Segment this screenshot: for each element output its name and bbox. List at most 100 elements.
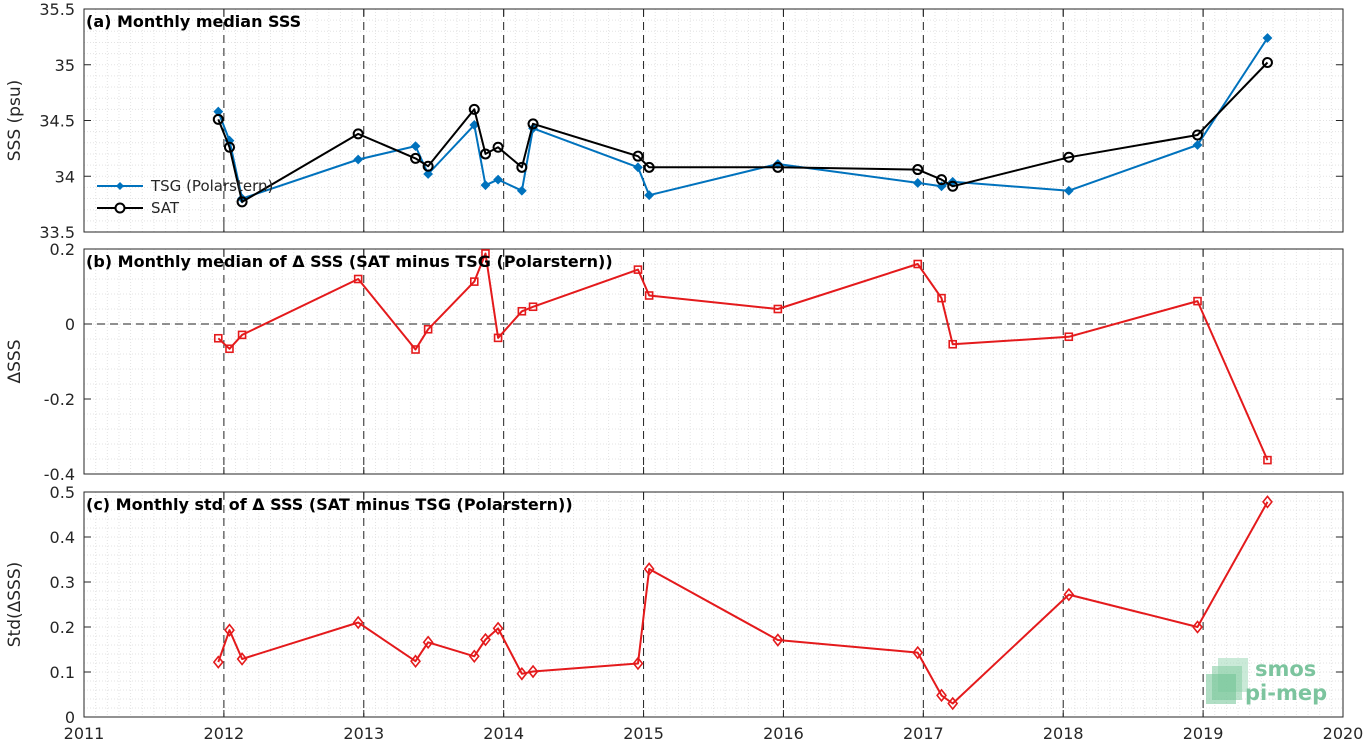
std-delta-sss-point <box>643 562 655 576</box>
sat-point <box>212 113 224 125</box>
delta-sss-point <box>517 306 527 316</box>
series-line <box>217 501 1269 705</box>
panel-monthly-median-delta-sss: -0.4 -0.2 0 0.2 ΔSSS (b) Monthly median of Δ … <box>5 240 1344 484</box>
x-tick-label: 2014 <box>483 724 524 743</box>
std-delta-sss-point <box>422 635 434 650</box>
tsg-polarstern-point <box>1262 33 1273 43</box>
sat-point <box>236 196 248 208</box>
sat-point <box>912 164 924 176</box>
y-tick-label: 0 <box>65 315 75 334</box>
plot-area <box>84 249 1343 474</box>
delta-sss-point <box>237 330 247 340</box>
x-tick-label: 2019 <box>1183 724 1224 743</box>
std-delta-sss-point <box>212 655 224 669</box>
logo-text-pi-mep: pi-mep <box>1245 681 1327 705</box>
delta-sss-point <box>528 302 538 312</box>
sat-point <box>1063 151 1075 163</box>
sat-point <box>223 141 235 153</box>
sat-point <box>422 160 434 172</box>
panel-title: (b) Monthly median of Δ SSS (SAT minus T… <box>86 252 613 271</box>
tsg-polarstern-point <box>1063 185 1074 196</box>
y-tick-label: 0 <box>65 708 75 727</box>
x-tick-label: 2013 <box>343 724 384 743</box>
logo-text-smos: smos <box>1255 657 1316 681</box>
delta-sss-point <box>773 304 783 314</box>
std-delta-sss-point <box>516 667 528 681</box>
y-tick-label: 0.4 <box>50 528 75 547</box>
delta-sss-point <box>481 249 490 258</box>
std-delta-sss-point <box>947 696 959 711</box>
delta-sss-point <box>213 333 223 343</box>
y-axis-title: SSS (psu) <box>5 80 25 161</box>
y-tick-label: -0.4 <box>44 465 75 484</box>
delta-sss-point <box>469 277 479 286</box>
y-tick-label: 33.5 <box>39 223 75 242</box>
delta-sss-point <box>1193 296 1202 306</box>
delta-sss-point <box>423 324 433 334</box>
y-tick-label: 34 <box>55 167 75 186</box>
tsg-polarstern-point <box>493 174 503 185</box>
sat-point <box>468 103 480 115</box>
sat-point <box>410 152 422 164</box>
std-delta-sss-point <box>1192 620 1203 634</box>
y-tick-label: 0.1 <box>50 663 75 682</box>
std-delta-sss-point <box>1262 495 1273 509</box>
y-tick-label: 0.3 <box>50 573 75 592</box>
sat-point <box>632 150 644 162</box>
delta-sss-point <box>411 345 420 354</box>
sat-point <box>936 174 948 186</box>
tsg-polarstern-point <box>912 178 923 188</box>
panel-monthly-median-sss: 33.5 34 34.5 35 35.5 SSS (psu) (a) Monthly med… <box>5 0 1344 242</box>
sat-point <box>947 180 959 192</box>
tsg-polarstern-point <box>353 154 364 165</box>
y-tick-label: 0.5 <box>50 483 75 502</box>
x-tick-label: 2012 <box>204 724 245 743</box>
panel-title: (a) Monthly median SSS <box>86 12 301 31</box>
sat-point <box>352 128 364 140</box>
panel-monthly-std-delta-sss: 0 0.1 0.2 0.3 0.4 0.5 2011 2012 2013 2014 2015 2016… <box>5 483 1363 743</box>
delta-sss-point <box>644 291 654 300</box>
tsg-polarstern-point <box>423 169 434 179</box>
y-tick-label: 0.2 <box>50 240 75 259</box>
axes-frame <box>83 491 1344 718</box>
sat-point <box>1261 57 1273 69</box>
y-tick-label: -0.2 <box>44 390 75 409</box>
std-delta-sss-point <box>772 633 784 647</box>
std-delta-sss-point <box>352 615 364 630</box>
delta-sss-point <box>493 333 503 343</box>
panel-title: (c) Monthly std of Δ SSS (SAT minus TSG … <box>86 495 573 514</box>
delta-sss-point <box>937 293 946 303</box>
std-delta-sss-point <box>492 621 504 636</box>
delta-sss-point <box>1064 332 1074 342</box>
delta-sss-point <box>633 265 643 274</box>
tsg-polarstern-point <box>410 141 421 152</box>
x-tick-label: 2011 <box>64 724 105 743</box>
y-tick-label: 0.2 <box>50 618 75 637</box>
sat-point <box>527 118 539 130</box>
x-tick-label: 2018 <box>1043 724 1084 743</box>
std-delta-sss-point <box>480 632 491 647</box>
sat-line <box>217 61 1269 203</box>
delta-sss-point <box>948 339 958 349</box>
sat-point <box>479 148 491 160</box>
tsg-polarstern-point <box>633 162 643 173</box>
axes-frame <box>83 248 1344 475</box>
y-tick-label: 35.5 <box>39 0 75 19</box>
x-tick-label: 2016 <box>763 724 804 743</box>
std-delta-sss-point <box>1063 587 1075 602</box>
legend-tsg-polarstern-label: TSG (Polarstern) <box>150 177 273 195</box>
tsg-polarstern-point <box>480 180 491 191</box>
std-delta-sss-point <box>410 654 421 668</box>
delta-sss-point <box>225 344 234 354</box>
sat-point <box>516 161 528 173</box>
x-tick-label: 2017 <box>903 724 944 743</box>
std-delta-sss-point <box>224 623 235 637</box>
y-tick-label: 35 <box>55 56 75 75</box>
std-delta-sss-point <box>527 664 539 679</box>
std-delta-sss-point <box>632 656 644 671</box>
delta-sss-point <box>1263 455 1272 465</box>
y-tick-label: 34.5 <box>39 112 75 131</box>
legend-tsg-polarstern-marker <box>116 182 124 190</box>
delta-sss-point <box>913 259 923 269</box>
